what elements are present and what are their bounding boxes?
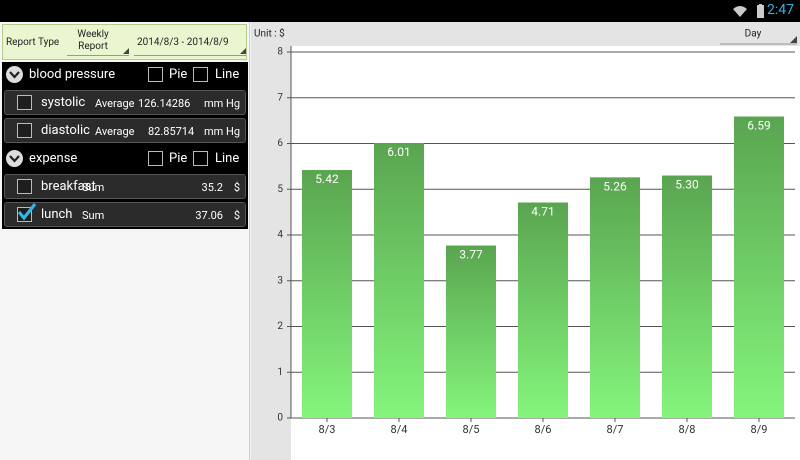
y-tick-label: 8: [277, 47, 283, 58]
group-name: blood pressure: [29, 67, 116, 82]
y-tick-label: 4: [277, 230, 283, 241]
pie-label: Pie: [169, 67, 188, 82]
status-bar: 2:47: [0, 0, 800, 22]
data-label: 5.30: [675, 178, 699, 192]
item-checkbox[interactable]: [17, 123, 32, 138]
item-stat: Average: [95, 125, 135, 138]
item-row[interactable]: lunch Sum 37.06 $: [4, 202, 246, 227]
item-checkbox[interactable]: [17, 179, 32, 194]
x-tick-label: 8/9: [751, 423, 768, 436]
group-header[interactable]: blood pressure Pie Line: [2, 62, 248, 88]
data-label: 3.77: [459, 248, 483, 262]
data-label: 6.59: [747, 119, 770, 133]
y-tick-label: 5: [277, 184, 283, 195]
x-tick-label: 8/3: [319, 423, 336, 436]
item-row[interactable]: diastolic Average 82.85714 mm Hg: [4, 118, 246, 143]
item-unit: mm Hg: [203, 125, 240, 138]
line-checkbox[interactable]: [193, 151, 208, 166]
y-tick-label: 1: [277, 367, 283, 378]
bar: [374, 143, 424, 418]
pie-checkbox[interactable]: [148, 151, 163, 166]
y-tick-label: 7: [277, 92, 283, 103]
x-tick-label: 8/4: [391, 423, 408, 436]
bar: [518, 202, 568, 418]
line-label: Line: [215, 151, 240, 166]
bar: [662, 175, 712, 418]
bar: [446, 245, 496, 418]
clock: 2:47: [767, 2, 794, 18]
unit-label: Unit : $: [254, 27, 285, 40]
data-label: 6.01: [387, 145, 410, 159]
expand-icon[interactable]: [6, 150, 23, 167]
item-unit: mm Hg: [203, 97, 240, 110]
report-bar: Report Type Weekly Report 2014/8/3 - 201…: [2, 24, 247, 60]
group-header[interactable]: expense Pie Line: [2, 146, 248, 172]
report-type-value: Weekly Report: [77, 29, 109, 52]
bar: [590, 177, 640, 418]
spinner-arrow: [790, 36, 797, 43]
bar: [302, 170, 352, 418]
x-tick-label: 8/6: [535, 423, 552, 436]
report-type-label: Report Type: [6, 37, 60, 48]
item-list: blood pressure Pie Line systolic Average 126.…: [2, 62, 248, 229]
status-icons: [733, 4, 764, 18]
y-tick-label: 3: [277, 275, 283, 286]
item-value: 35.2: [201, 181, 223, 194]
line-checkbox[interactable]: [193, 67, 208, 82]
spinner-arrow: [240, 48, 246, 54]
x-tick-label: 8/7: [607, 423, 624, 436]
expand-icon[interactable]: [6, 66, 23, 83]
item-checkbox[interactable]: [17, 203, 37, 222]
item-name: lunch: [41, 207, 73, 222]
item-name: systolic: [41, 95, 86, 110]
item-value: 126.14286: [138, 97, 191, 110]
period: Day: [745, 29, 762, 40]
report-type-spinner[interactable]: Weekly Report: [67, 27, 129, 56]
data-label: 5.26: [603, 180, 627, 194]
item-checkbox[interactable]: [17, 95, 32, 110]
y-tick-label: 0: [277, 413, 283, 424]
sidebar: Report Type Weekly Report 2014/8/3 - 201…: [0, 22, 250, 460]
data-label: 5.42: [315, 172, 339, 186]
date-range-spinner[interactable]: 2014/8/3 - 2014/8/9: [134, 27, 246, 56]
bar: [734, 116, 784, 418]
x-tick-label: 8/8: [679, 423, 696, 436]
item-row[interactable]: systolic Average 126.14286 mm Hg: [4, 90, 246, 115]
item-unit: $: [233, 181, 240, 194]
item-unit: $: [233, 209, 240, 222]
y-tick-label: 2: [277, 321, 283, 332]
item-stat: Sum: [82, 209, 105, 222]
period-spinner[interactable]: Day: [720, 29, 797, 45]
x-tick-label: 8/5: [463, 423, 480, 436]
line-label: Line: [215, 67, 240, 82]
item-value: 82.85714: [148, 125, 195, 138]
item-stat: Average: [95, 97, 135, 110]
pie-label: Pie: [169, 151, 188, 166]
item-name: breakfast: [41, 179, 96, 194]
date-range: 2014/8/3 - 2014/8/9: [137, 37, 229, 48]
y-tick-label: 6: [277, 138, 283, 149]
spinner-arrow: [123, 48, 129, 54]
item-name: diastolic: [41, 123, 90, 138]
item-row[interactable]: breakfast Sum 35.2 $: [4, 174, 246, 199]
item-value: 37.06: [195, 209, 223, 222]
group-name: expense: [29, 151, 78, 166]
item-stat: Sum: [82, 181, 105, 194]
chart: Unit : $ Day 0 1 2 3 4 5 6 7 8 8/3 5.42 8/4 6.01 8/5 3…: [251, 22, 800, 460]
pie-checkbox[interactable]: [148, 67, 163, 82]
data-label: 4.71: [531, 205, 554, 219]
